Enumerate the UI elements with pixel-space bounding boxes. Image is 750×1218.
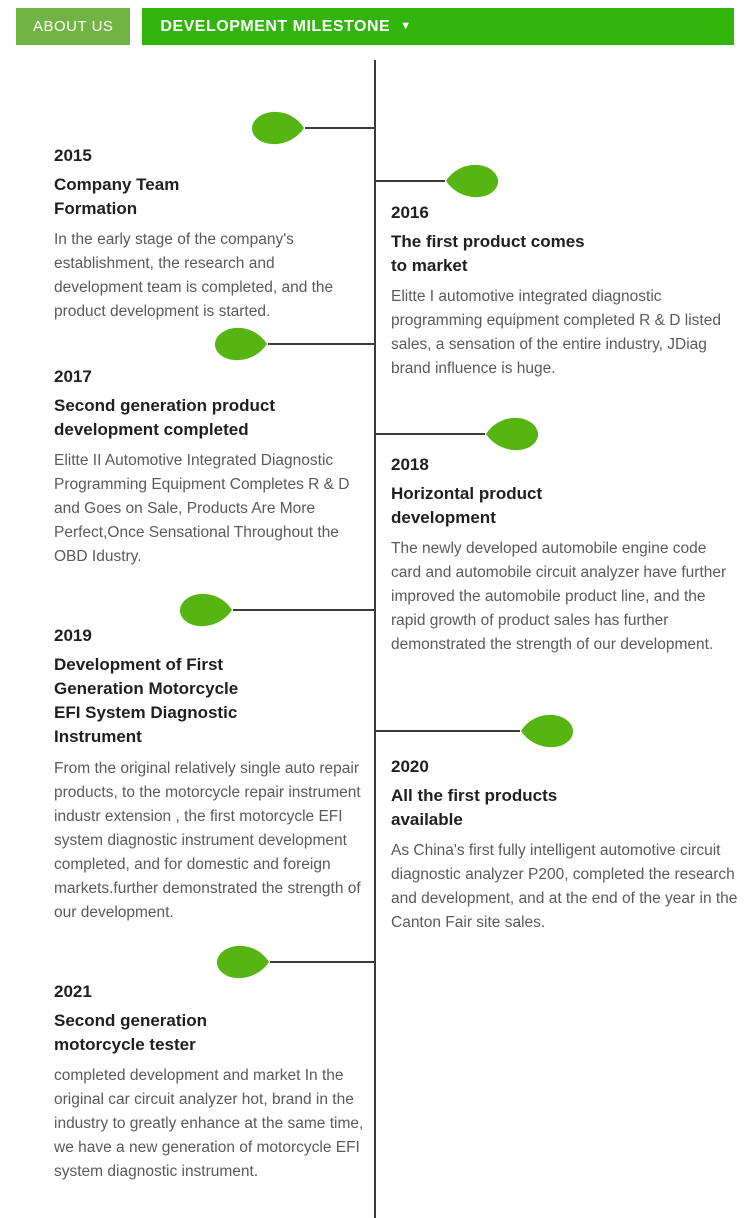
milestone-year: 2018 <box>391 455 429 474</box>
connector-line <box>268 343 375 345</box>
milestone-description: Elitte II Automotive Integrated Diagnost… <box>54 452 350 566</box>
milestone-description: From the original relatively single auto… <box>54 759 361 921</box>
milestone-label: DEVELOPMENT MILESTONE <box>160 17 391 35</box>
chevron-down-icon: ▼ <box>400 20 412 32</box>
section-header: ABOUT US DEVELOPMENT MILESTONE ▼ <box>16 8 734 45</box>
about-us-label: ABOUT US <box>33 18 114 35</box>
milestone-year: 2020 <box>391 757 429 776</box>
milestone-title: Second generation motorcycle tester <box>54 1011 208 1055</box>
milestone-marker-2018 <box>375 416 541 452</box>
connector-line <box>375 180 445 182</box>
milestone-description: Elitte I automotive integrated diagnosti… <box>391 288 721 378</box>
connector-line <box>270 961 375 963</box>
timeline-entry-2019: 2019 Development of First Generation Mot… <box>54 626 366 925</box>
milestone-marker-2017 <box>212 326 375 362</box>
milestone-description: completed development and market In the … <box>54 1067 364 1181</box>
connector-line <box>233 609 375 611</box>
teardrop-icon <box>251 111 304 145</box>
about-us-tab[interactable]: ABOUT US <box>16 8 131 45</box>
milestone-title: Second generation product development co… <box>54 396 276 440</box>
teardrop-icon <box>486 417 539 451</box>
teardrop-icon <box>446 164 499 198</box>
connector-line <box>375 730 520 732</box>
connector-line <box>305 127 375 129</box>
milestone-year: 2019 <box>54 626 92 645</box>
development-milestone-dropdown[interactable]: DEVELOPMENT MILESTONE ▼ <box>142 8 734 45</box>
milestone-title: Company Team Formation <box>54 175 180 219</box>
timeline-entry-2021: 2021 Second generation motorcycle tester… <box>54 982 364 1184</box>
milestone-marker-2021 <box>214 944 375 980</box>
teardrop-icon <box>179 593 232 627</box>
timeline-axis <box>374 60 376 1218</box>
milestone-title: All the first products available <box>391 786 558 830</box>
teardrop-icon <box>214 327 267 361</box>
milestone-title: Horizontal product development <box>391 484 543 528</box>
milestone-marker-2015 <box>249 110 375 146</box>
timeline-entry-2020: 2020 All the first products available As… <box>391 757 739 935</box>
milestone-year: 2015 <box>54 146 92 165</box>
milestone-year: 2016 <box>391 203 429 222</box>
milestone-description: In the early stage of the company's esta… <box>54 231 334 321</box>
milestone-marker-2019 <box>177 592 375 628</box>
milestone-year: 2021 <box>54 982 92 1001</box>
milestone-description: As China's first fully intelligent autom… <box>391 842 738 932</box>
teardrop-icon <box>216 945 269 979</box>
milestone-marker-2016 <box>375 163 501 199</box>
milestone-description: The newly developed automobile engine co… <box>391 540 727 654</box>
connector-line <box>375 433 485 435</box>
timeline-entry-2018: 2018 Horizontal product development The … <box>391 455 736 657</box>
milestone-marker-2020 <box>375 713 576 749</box>
timeline-entry-2017: 2017 Second generation product developme… <box>54 367 366 569</box>
timeline-entry-2015: 2015 Company Team Formation In the early… <box>54 146 360 324</box>
teardrop-icon <box>521 714 574 748</box>
milestone-title: The first product comes to market <box>391 232 585 276</box>
milestone-title: Development of First Generation Motorcyc… <box>54 655 239 747</box>
milestone-year: 2017 <box>54 367 92 386</box>
timeline-entry-2016: 2016 The first product comes to market E… <box>391 203 736 381</box>
